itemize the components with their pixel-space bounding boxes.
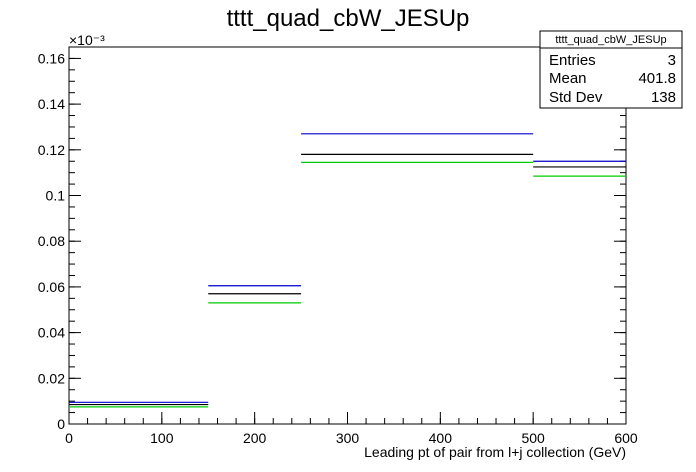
- y-tick-label: 0.02: [38, 370, 65, 386]
- y-tick-label: 0.08: [38, 233, 65, 249]
- stats-box: tttt_quad_cbW_JESUp Entries 3 Mean 401.8…: [539, 30, 683, 109]
- stats-mean-label: Mean: [549, 70, 587, 87]
- x-tick-label: 600: [614, 430, 638, 446]
- x-tick-label: 0: [65, 430, 73, 446]
- x-axis-label: Leading pt of pair from l+j collection (…: [364, 444, 626, 460]
- stats-stddev-label: Std Dev: [549, 89, 603, 106]
- y-axis-exponent-label: ×10⁻³: [69, 32, 105, 48]
- y-tick-label: 0.1: [46, 188, 66, 204]
- series-0: [69, 133, 626, 403]
- stats-stddev-value: 138: [651, 89, 676, 106]
- stats-box-frame: [539, 30, 683, 109]
- y-tick-label: 0.14: [38, 96, 65, 112]
- x-tick-label: 200: [243, 430, 267, 446]
- stats-mean-value: 401.8: [638, 70, 676, 87]
- y-tick-label: 0.16: [38, 50, 65, 66]
- x-tick-label: 400: [429, 430, 453, 446]
- y-axis: 0 0.02 0.04 0.06 0.08 0.1 0.12 0.14 0.16: [38, 46, 626, 432]
- x-axis: 0 100 200 300 400 500 600: [65, 412, 638, 446]
- series-layer: [69, 133, 626, 408]
- stats-entries-value: 3: [668, 52, 676, 69]
- series-1: [69, 153, 626, 406]
- x-tick-label: 100: [150, 430, 174, 446]
- stats-box-title: tttt_quad_cbW_JESUp: [555, 34, 666, 46]
- series-2: [69, 161, 626, 408]
- y-tick-label: 0: [57, 416, 65, 432]
- y-tick-label: 0.12: [38, 142, 65, 158]
- x-tick-label: 500: [521, 430, 545, 446]
- stats-entries-label: Entries: [549, 52, 596, 69]
- y-tick-label: 0.06: [38, 279, 65, 295]
- chart-title: tttt_quad_cbW_JESUp: [227, 5, 470, 32]
- x-tick-label: 300: [336, 430, 360, 446]
- y-tick-label: 0.04: [38, 325, 65, 341]
